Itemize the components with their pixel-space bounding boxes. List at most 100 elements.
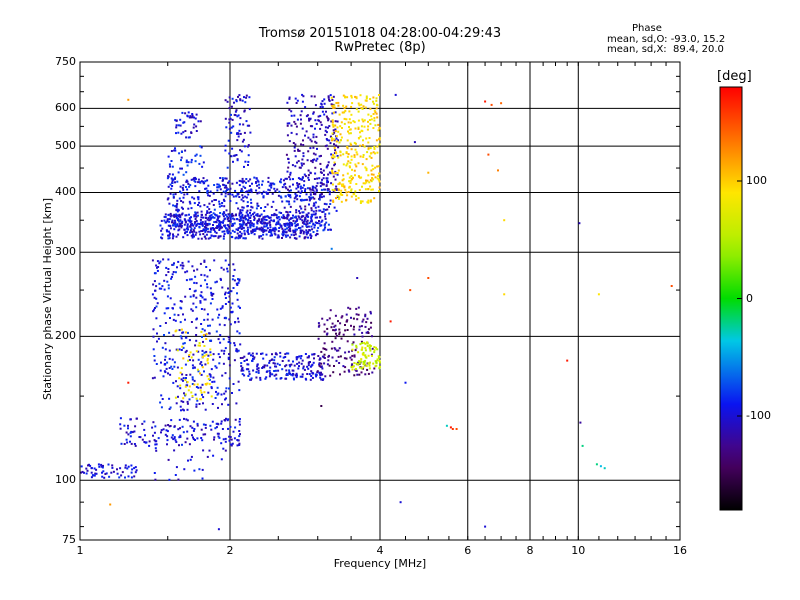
echo-point <box>296 182 299 185</box>
echo-point <box>344 366 347 369</box>
echo-point <box>330 156 333 159</box>
echo-point <box>283 179 285 182</box>
echo-point <box>342 178 345 181</box>
echo-point <box>347 121 350 124</box>
echo-point <box>215 426 218 429</box>
echo-point <box>312 372 315 375</box>
echo-point <box>328 205 330 208</box>
echo-point <box>369 361 371 364</box>
echo-point <box>134 471 137 474</box>
echo-point <box>227 232 230 235</box>
echo-point <box>312 133 315 136</box>
echo-point <box>287 200 290 203</box>
echo-point <box>251 231 254 233</box>
echo-point <box>313 226 316 229</box>
echo-point <box>240 180 243 183</box>
echo-point <box>342 333 345 336</box>
echo-point <box>266 364 269 367</box>
echo-point <box>350 358 353 361</box>
echo-point <box>334 130 337 133</box>
echo-point <box>331 99 334 101</box>
echo-point <box>209 231 212 234</box>
echo-point <box>316 157 319 160</box>
echo-point <box>182 357 185 360</box>
echo-point <box>223 349 226 352</box>
echo-point <box>224 303 227 305</box>
echo-point <box>204 363 207 366</box>
echo-point <box>173 219 176 222</box>
echo-point <box>199 181 201 184</box>
echo-point <box>284 365 287 368</box>
echo-point <box>282 356 285 359</box>
echo-point <box>228 387 230 390</box>
echo-point <box>177 428 180 431</box>
echo-point <box>291 164 294 167</box>
echo-point <box>175 235 178 238</box>
echo-point <box>218 200 221 203</box>
echo-point <box>182 121 185 124</box>
echo-point <box>227 403 230 406</box>
echo-point <box>218 205 221 208</box>
echo-point <box>253 228 256 231</box>
echo-point <box>359 202 362 204</box>
echo-point <box>243 233 246 236</box>
echo-point <box>299 375 302 378</box>
echo-point <box>323 224 326 227</box>
echo-point <box>209 236 212 239</box>
echo-point <box>164 355 167 358</box>
echo-point <box>332 154 335 156</box>
echo-point <box>186 180 189 183</box>
echo-point <box>363 145 366 148</box>
echo-point <box>192 438 195 441</box>
echo-point <box>184 271 187 274</box>
echo-point <box>268 220 271 223</box>
echo-point <box>154 443 157 446</box>
echo-point <box>176 366 179 369</box>
echo-point <box>324 133 327 136</box>
echo-point <box>214 213 216 216</box>
echo-point <box>372 168 375 171</box>
echo-point <box>184 385 187 388</box>
echo-point <box>171 358 174 361</box>
echo-point <box>188 359 191 361</box>
echo-point <box>302 162 305 165</box>
echo-point <box>108 475 111 478</box>
echo-point <box>247 219 249 222</box>
echo-point <box>167 185 170 188</box>
echo-point <box>267 176 270 179</box>
echo-point <box>197 370 200 373</box>
echo-point <box>349 182 352 184</box>
echo-point <box>281 233 284 236</box>
echo-point <box>253 211 256 214</box>
echo-point <box>217 435 220 438</box>
echo-point <box>233 222 236 225</box>
echo-point <box>219 225 222 228</box>
echo-point <box>97 463 100 466</box>
echo-point <box>217 215 220 218</box>
echo-point <box>283 206 286 209</box>
echo-point <box>226 230 229 233</box>
echo-point <box>228 180 231 183</box>
echo-point <box>330 120 333 123</box>
echo-point <box>244 195 247 198</box>
echo-point <box>222 447 225 450</box>
echo-point <box>178 444 180 447</box>
echo-point <box>176 214 179 217</box>
echo-point <box>265 191 268 194</box>
echo-point <box>285 352 288 355</box>
echo-point <box>216 186 219 189</box>
echo-point <box>361 163 364 166</box>
echo-point <box>130 464 133 467</box>
echo-point <box>346 329 349 331</box>
echo-point <box>341 194 344 196</box>
echo-point <box>320 371 322 374</box>
echo-point <box>167 271 170 273</box>
echo-point <box>192 235 195 238</box>
echo-point <box>196 424 199 427</box>
echo-point <box>133 475 136 478</box>
echo-point <box>125 431 128 434</box>
echo-point <box>225 177 228 180</box>
echo-point <box>287 158 290 160</box>
echo-point <box>302 230 305 233</box>
echo-point <box>201 383 204 386</box>
